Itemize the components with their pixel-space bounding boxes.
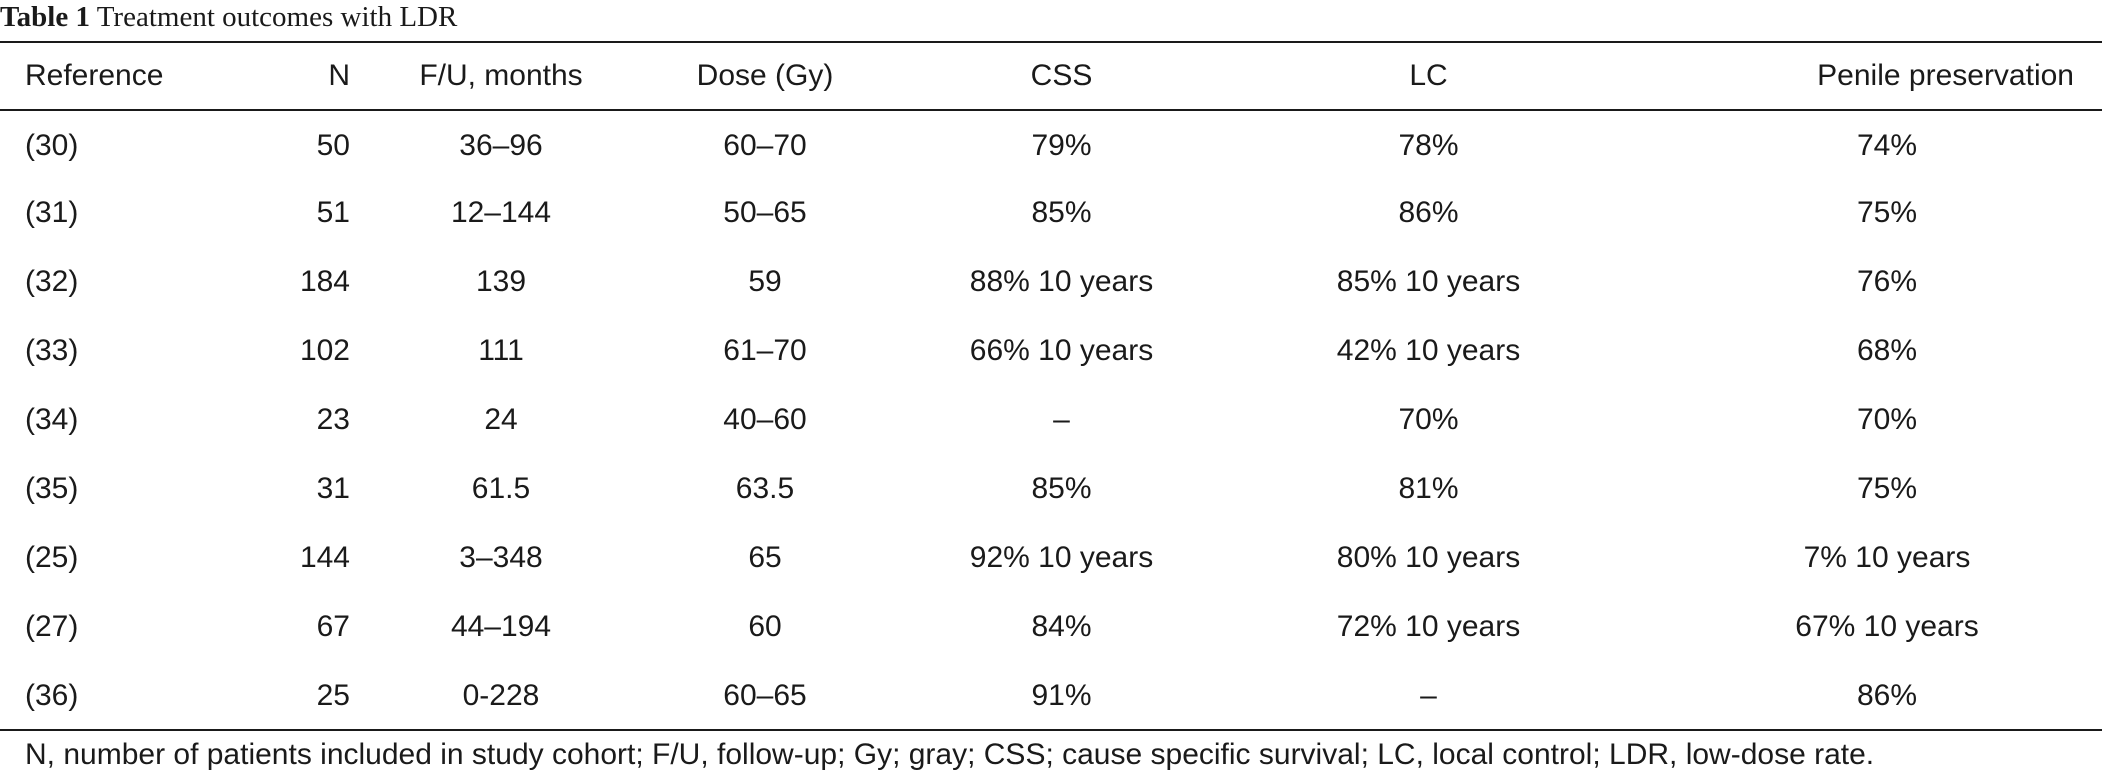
cell-dose: 61–70: [723, 333, 807, 367]
cell-follow-up: 44–194: [450, 609, 552, 643]
cell-follow-up: 36–96: [459, 128, 543, 162]
cell-lc: –: [1420, 678, 1437, 712]
cell-penile-preservation: 74%: [1856, 128, 1918, 162]
cell-penile-preservation: 7% 10 years: [1803, 540, 1971, 574]
cell-dose: 40–60: [723, 402, 807, 436]
cell-lc: 85% 10 years: [1336, 264, 1521, 298]
cell-follow-up: 111: [478, 333, 524, 367]
cell-follow-up: 24: [484, 402, 518, 436]
table-row: (33) 102 111 61–70 66% 10 years 42% 10 y…: [0, 316, 2102, 385]
cell-n: 23: [316, 402, 350, 436]
cell-lc: 72% 10 years: [1336, 609, 1521, 643]
cell-n: 25: [316, 678, 350, 712]
header-rule: [0, 109, 2102, 111]
cell-n: 31: [316, 471, 350, 505]
cell-n: 184: [299, 264, 350, 298]
cell-css: 85%: [1031, 195, 1092, 229]
cell-css: 84%: [1031, 609, 1092, 643]
header-reference: Reference: [25, 59, 164, 92]
cell-reference: (30): [25, 128, 79, 162]
cell-follow-up: 61.5: [471, 471, 531, 505]
bottom-rule: [0, 729, 2102, 731]
cell-penile-preservation: 68%: [1856, 333, 1918, 367]
header-lc: LC: [1409, 59, 1448, 92]
cell-css: 92% 10 years: [969, 540, 1154, 574]
cell-dose: 60–70: [723, 128, 807, 162]
cell-css: 79%: [1031, 128, 1092, 162]
cell-n: 102: [299, 333, 350, 367]
cell-dose: 60–65: [723, 678, 807, 712]
cell-follow-up: 0-228: [462, 678, 540, 712]
table-row: (27) 67 44–194 60 84% 72% 10 years 67% 1…: [0, 592, 2102, 661]
cell-lc: 86%: [1398, 195, 1459, 229]
cell-penile-preservation: 76%: [1856, 264, 1918, 298]
table-row: (30) 50 36–96 60–70 79% 78% 74%: [0, 109, 2102, 178]
table-row: (36) 25 0-228 60–65 91% – 86%: [0, 661, 2102, 730]
table-row: (25) 144 3–348 65 92% 10 years 80% 10 ye…: [0, 523, 2102, 592]
cell-dose: 59: [748, 264, 782, 298]
cell-n: 144: [299, 540, 350, 574]
table-row: (34) 23 24 40–60 – 70% 70%: [0, 385, 2102, 454]
table-caption: Table 1 Treatment outcomes with LDR: [0, 0, 457, 40]
header-row: Reference N F/U, months Dose (Gy) CSS LC…: [0, 43, 2102, 109]
cell-follow-up: 139: [475, 264, 527, 298]
cell-css: 85%: [1031, 471, 1092, 505]
table-body: (30) 50 36–96 60–70 79% 78% 74% (31) 51 …: [0, 109, 2102, 730]
header-follow-up: F/U, months: [419, 59, 583, 92]
table-title: Treatment outcomes with LDR: [96, 1, 458, 33]
cell-follow-up: 3–348: [459, 540, 543, 574]
cell-lc: 42% 10 years: [1336, 333, 1521, 367]
cell-reference: (36): [25, 678, 79, 712]
cell-n: 67: [316, 609, 350, 643]
table-row: (32) 184 139 59 88% 10 years 85% 10 year…: [0, 247, 2102, 316]
table-row: (31) 51 12–144 50–65 85% 86% 75%: [0, 178, 2102, 247]
header-penile-preservation: Penile preservation: [1817, 59, 2074, 92]
cell-lc: 80% 10 years: [1336, 540, 1521, 574]
header-n: N: [328, 59, 350, 92]
cell-reference: (33): [25, 333, 79, 367]
top-rule: [0, 41, 2102, 43]
cell-dose: 65: [748, 540, 782, 574]
cell-n: 50: [316, 128, 350, 162]
cell-dose: 50–65: [723, 195, 807, 229]
cell-penile-preservation: 86%: [1856, 678, 1918, 712]
outcomes-table: Reference N F/U, months Dose (Gy) CSS LC…: [0, 43, 2102, 730]
cell-follow-up: 12–144: [450, 195, 552, 229]
header-css: CSS: [1030, 59, 1093, 92]
cell-reference: (34): [25, 402, 79, 436]
cell-css: –: [1053, 402, 1070, 436]
cell-penile-preservation: 67% 10 years: [1795, 609, 1979, 643]
cell-penile-preservation: 75%: [1856, 471, 1918, 505]
cell-dose: 60: [748, 609, 782, 643]
table-header: Reference N F/U, months Dose (Gy) CSS LC…: [0, 43, 2102, 109]
header-dose: Dose (Gy): [696, 59, 834, 92]
table-number: Table 1: [0, 1, 90, 33]
cell-css: 91%: [1031, 678, 1092, 712]
cell-lc: 70%: [1398, 402, 1459, 436]
cell-reference: (25): [25, 540, 79, 574]
cell-reference: (35): [25, 471, 79, 505]
cell-lc: 81%: [1398, 471, 1459, 505]
cell-n: 51: [316, 195, 350, 229]
cell-reference: (27): [25, 609, 79, 643]
cell-css: 66% 10 years: [969, 333, 1154, 367]
cell-penile-preservation: 75%: [1856, 195, 1918, 229]
cell-lc: 78%: [1398, 128, 1459, 162]
cell-dose: 63.5: [735, 471, 795, 505]
cell-css: 88% 10 years: [969, 264, 1154, 298]
table-footnote: N, number of patients included in study …: [25, 738, 1875, 771]
table-row: (35) 31 61.5 63.5 85% 81% 75%: [0, 454, 2102, 523]
cell-reference: (31): [25, 195, 79, 229]
cell-penile-preservation: 70%: [1856, 402, 1918, 436]
cell-reference: (32): [25, 264, 79, 298]
